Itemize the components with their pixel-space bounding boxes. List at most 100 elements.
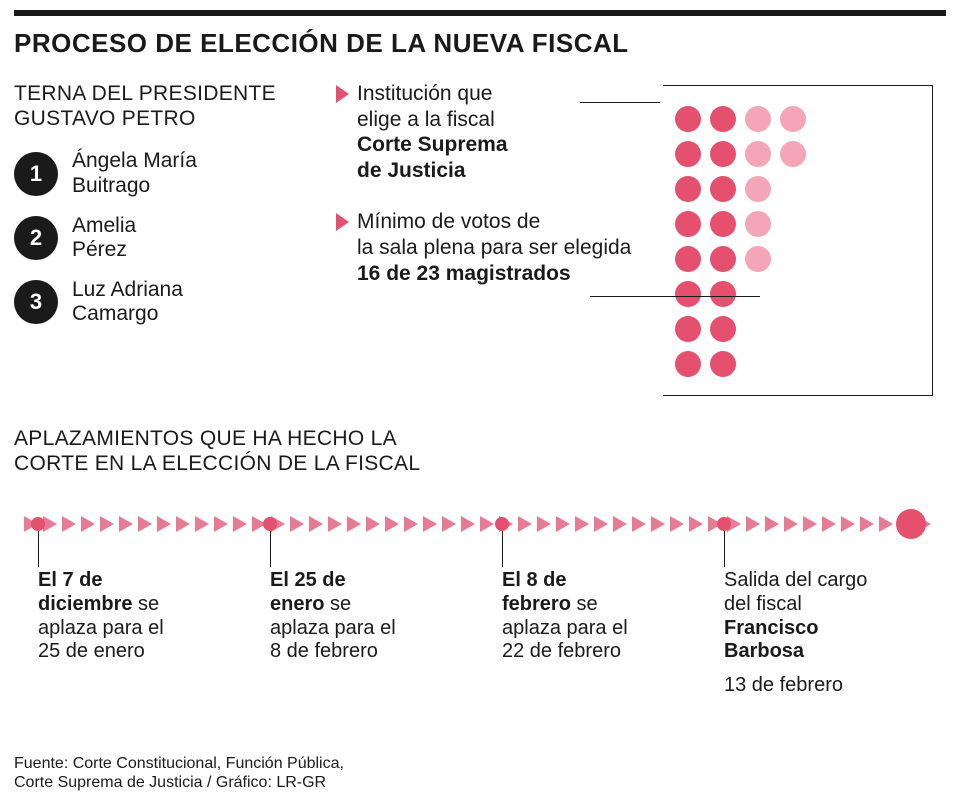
chevron-icon xyxy=(442,516,456,532)
chevron-icon xyxy=(518,516,532,532)
magistrate-dot xyxy=(710,281,736,307)
info-text-2: Mínimo de votos de la sala plena para se… xyxy=(357,209,631,286)
chevron-icon xyxy=(214,516,228,532)
magistrate-dot xyxy=(675,211,701,237)
chevron-icon xyxy=(537,516,551,532)
source-credit: Fuente: Corte Constitucional, Función Pú… xyxy=(14,754,344,792)
timeline-heading-l2: CORTE EN LA ELECCIÓN DE LA FISCAL xyxy=(14,452,420,475)
columns: TERNA DEL PRESIDENTE GUSTAVO PETRO 1Ánge… xyxy=(14,81,946,396)
timeline-point: El 25 deenero seaplaza para el8 de febre… xyxy=(270,517,277,567)
timeline-point: El 8 defebrero seaplaza para el22 de feb… xyxy=(502,517,509,567)
timeline-tick xyxy=(502,531,503,567)
terna-name: Luz AdrianaCamargo xyxy=(72,278,183,326)
chevron-icon xyxy=(784,516,798,532)
timeline-text: El 8 defebrero seaplaza para el22 de feb… xyxy=(502,569,682,663)
info-block-1: Institución que elige a la fiscal Corte … xyxy=(336,81,641,183)
chevron-icon xyxy=(195,516,209,532)
magistrate-dot xyxy=(710,246,736,272)
chevron-icon xyxy=(81,516,95,532)
timeline-text: El 25 deenero seaplaza para el8 de febre… xyxy=(270,569,450,663)
chevron-icon xyxy=(157,516,171,532)
timeline: El 7 dediciembre seaplaza para el25 de e… xyxy=(14,500,946,710)
info1-bold-l2: de Justicia xyxy=(357,159,466,182)
chevron-icon xyxy=(176,516,190,532)
chevron-icon xyxy=(385,516,399,532)
top-rule xyxy=(14,10,946,16)
chevron-icon xyxy=(746,516,760,532)
magistrate-dot xyxy=(675,351,701,377)
dot-grid xyxy=(675,106,914,377)
magistrate-dot xyxy=(710,106,736,132)
terna-item: 3Luz AdrianaCamargo xyxy=(14,278,314,326)
info-text-1: Institución que elige a la fiscal Corte … xyxy=(357,81,508,183)
magistrate-dot xyxy=(675,316,701,342)
magistrate-dot xyxy=(710,141,736,167)
chevron-icon xyxy=(632,516,646,532)
terna-heading: TERNA DEL PRESIDENTE GUSTAVO PETRO xyxy=(14,81,314,131)
terna-list: 1Ángela MaríaBuitrago 2 AmeliaPérez 3Luz Ad… xyxy=(14,149,314,326)
chevron-icon xyxy=(575,516,589,532)
main-title: PROCESO DE ELECCIÓN DE LA NUEVA FISCAL xyxy=(14,28,946,59)
col-terna: TERNA DEL PRESIDENTE GUSTAVO PETRO 1Ánge… xyxy=(14,81,314,396)
connector-2 xyxy=(590,296,760,297)
info2-l2: la sala plena para ser elegida xyxy=(357,236,631,259)
chevron-icon xyxy=(233,516,247,532)
chevron-icon xyxy=(423,516,437,532)
chevron-icon xyxy=(461,516,475,532)
chevron-icon xyxy=(879,516,893,532)
terna-heading-l1: TERNA DEL PRESIDENTE xyxy=(14,82,276,105)
timeline-dot xyxy=(495,517,509,531)
magistrate-dot xyxy=(710,211,736,237)
col-dots xyxy=(663,81,933,396)
magistrate-dot xyxy=(675,176,701,202)
info1-bold-l1: Corte Suprema xyxy=(357,133,508,156)
chevron-icon xyxy=(689,516,703,532)
info2-bold: 16 de 23 magistrados xyxy=(357,262,571,285)
terna-heading-l2: GUSTAVO PETRO xyxy=(14,107,196,130)
terna-item: 2 AmeliaPérez xyxy=(14,214,314,262)
timeline-heading: APLAZAMIENTOS QUE HA HECHO LA CORTE EN L… xyxy=(14,426,946,476)
chevron-icon xyxy=(309,516,323,532)
chevron-icon xyxy=(860,516,874,532)
terna-item: 1Ángela MaríaBuitrago xyxy=(14,149,314,197)
chevron-row xyxy=(24,518,906,530)
timeline-point: El 7 dediciembre seaplaza para el25 de e… xyxy=(38,517,45,567)
timeline-dot xyxy=(263,517,277,531)
terna-number: 2 xyxy=(14,216,58,260)
chevron-icon xyxy=(100,516,114,532)
terna-name: AmeliaPérez xyxy=(72,214,136,262)
triangle-icon xyxy=(336,85,349,103)
chevron-icon xyxy=(670,516,684,532)
magistrate-dot xyxy=(745,141,771,167)
timeline-heading-l1: APLAZAMIENTOS QUE HA HECHO LA xyxy=(14,427,397,450)
chevron-icon xyxy=(138,516,152,532)
info1-l1: Institución que xyxy=(357,82,492,105)
chevron-icon xyxy=(651,516,665,532)
chevron-icon xyxy=(803,516,817,532)
magistrate-dot xyxy=(710,176,736,202)
chevron-icon xyxy=(366,516,380,532)
magistrate-dot xyxy=(745,211,771,237)
timeline-end-dot xyxy=(896,509,926,539)
col-info: Institución que elige a la fiscal Corte … xyxy=(336,81,641,396)
dot-column xyxy=(780,106,806,377)
dot-column xyxy=(745,106,771,377)
source-l2: Corte Suprema de Justicia / Gráfico: LR-… xyxy=(14,774,326,791)
timeline-dot xyxy=(31,517,45,531)
timeline-text: El 7 dediciembre seaplaza para el25 de e… xyxy=(38,569,218,663)
connector-1 xyxy=(580,102,660,103)
source-l1: Fuente: Corte Constitucional, Función Pú… xyxy=(14,755,344,772)
magistrate-dot xyxy=(675,106,701,132)
timeline-dot xyxy=(717,517,731,531)
magistrate-dot xyxy=(745,106,771,132)
magistrate-dot xyxy=(675,141,701,167)
info1-l2: elige a la fiscal xyxy=(357,108,495,131)
chevron-icon xyxy=(62,516,76,532)
magistrate-dot xyxy=(745,176,771,202)
info2-l1: Mínimo de votos de xyxy=(357,210,540,233)
triangle-icon xyxy=(336,213,349,231)
terna-name: Ángela MaríaBuitrago xyxy=(72,149,197,197)
chevron-icon xyxy=(765,516,779,532)
magistrate-dot xyxy=(710,316,736,342)
dot-column xyxy=(675,106,701,377)
